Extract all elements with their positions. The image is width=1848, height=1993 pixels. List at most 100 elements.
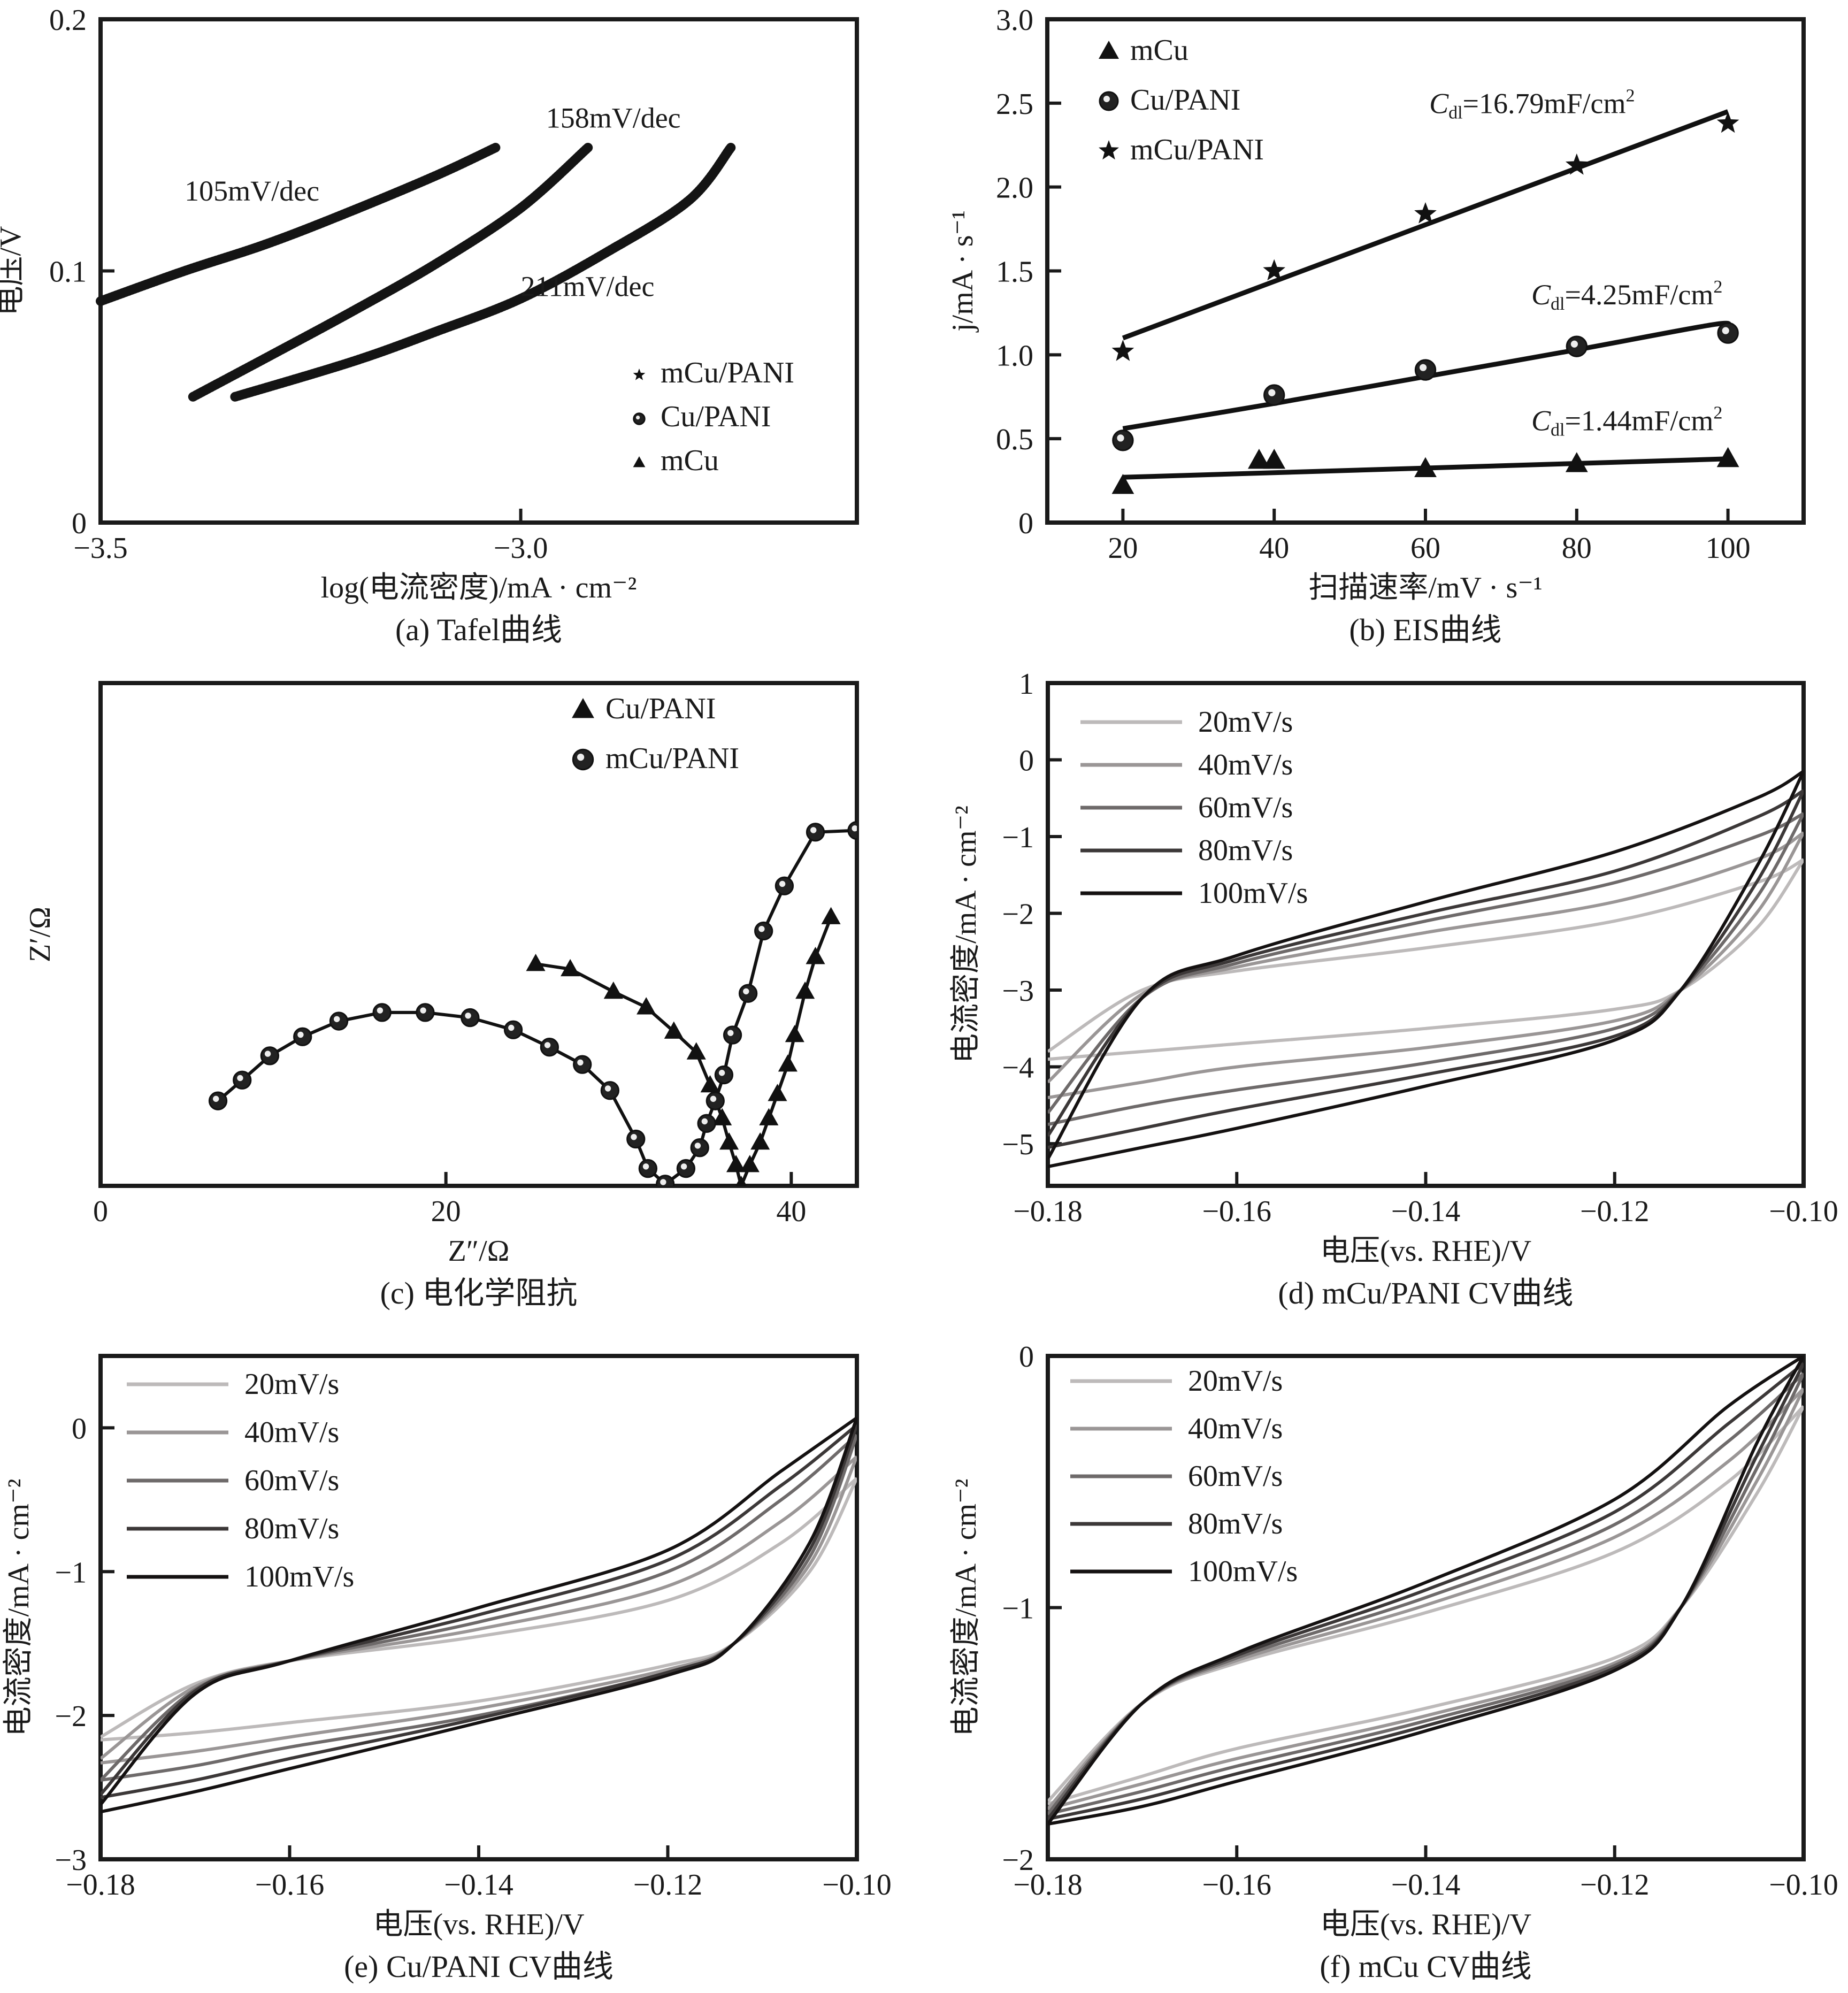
data-point-circle-highlight	[631, 1133, 637, 1140]
cv-lower-branch-100mV-s	[1048, 1356, 1804, 1826]
data-point-circle-highlight	[701, 1118, 708, 1125]
legend-label: 80mV/s	[244, 1512, 339, 1545]
data-point-triangle	[740, 1155, 760, 1172]
y-axis-label: 电流密度/mA · cm⁻²	[949, 806, 983, 1063]
cv-lower-branch-100mV-s	[101, 1417, 857, 1814]
data-point-triangle	[1414, 457, 1437, 478]
cv-lower-branch-80mV-s	[1048, 1362, 1804, 1821]
cv-upper-branch-80mV-s	[101, 1423, 857, 1796]
cdl-value: =16.79mF/cm	[1463, 88, 1626, 120]
data-point-circle-highlight	[577, 1059, 584, 1066]
plot-area	[1048, 1356, 1804, 1826]
data-point-triangle	[768, 1084, 787, 1101]
data-point-triangle	[719, 1132, 739, 1150]
cv-lower-branch-60mV-s	[1048, 812, 1804, 1126]
x-tick-label: −0.12	[1580, 1868, 1650, 1902]
cdl-symbol: C	[1531, 279, 1551, 311]
y-tick-label: −2	[1002, 1844, 1034, 1877]
data-point-circle-highlight	[660, 1179, 666, 1185]
legend-label: 20mV/s	[244, 1368, 339, 1401]
data-point-circle-highlight	[508, 1024, 515, 1031]
data-point-triangle	[778, 1054, 798, 1072]
x-tick-label: 40	[1259, 532, 1289, 565]
cv-lower-branch-100mV-s	[1048, 770, 1804, 1169]
cv-upper-branch-60mV-s	[1048, 812, 1804, 1114]
legend-label: 20mV/s	[1188, 1365, 1283, 1398]
data-point-triangle	[603, 981, 623, 999]
data-point-triangle	[1565, 452, 1588, 472]
cdl-symbol: C	[1531, 404, 1551, 436]
data-point-circle-highlight	[1117, 434, 1124, 442]
x-tick-label: −0.14	[1391, 1868, 1461, 1902]
x-axis-label: 电压(vs. RHE)/V	[1320, 1908, 1531, 1941]
plot-frame	[1046, 681, 1806, 1188]
data-point-circle-highlight	[779, 880, 786, 887]
data-point-circle-highlight	[1570, 340, 1578, 348]
data-point-triangle	[526, 954, 546, 971]
x-axis-label: Z″/Ω	[448, 1235, 510, 1268]
panel-caption: (c) 电化学阻抗	[380, 1276, 578, 1310]
legend-label: mCu	[661, 444, 719, 477]
cv-lower-branch-80mV-s	[1048, 789, 1804, 1149]
data-point-circle-highlight	[264, 1051, 271, 1057]
y-tick-label: 2.5	[996, 88, 1033, 121]
legend-label: 60mV/s	[1198, 791, 1293, 824]
y-axis-label: Z′/Ω	[24, 907, 57, 962]
legend-label: Cu/PANI	[605, 692, 716, 725]
x-tick-label: −0.16	[1202, 1868, 1271, 1902]
legend-label: mCu/PANI	[605, 742, 739, 775]
cv-lower-branch-40mV-s	[1048, 832, 1804, 1099]
y-tick-label: 0	[1019, 1340, 1034, 1374]
panel-f-mcu-cv: −0.18 −0.16 −0.14 −0.12 −0.10 0 −1 −2 电压(vs. RHE…	[949, 1340, 1838, 1984]
cdl-value: =4.25mF/cm	[1565, 279, 1713, 311]
cv-upper-branch-100mV-s	[1048, 1356, 1804, 1825]
cdl-superscript: 2	[1713, 277, 1722, 297]
data-point-star	[1414, 202, 1437, 224]
cv-lower-branch-40mV-s	[1048, 1388, 1804, 1811]
panel-caption: (b) EIS曲线	[1349, 612, 1501, 647]
data-point-star	[1716, 111, 1739, 133]
y-tick-label: 1.0	[996, 339, 1033, 372]
data-point-triangle	[1248, 448, 1270, 469]
cdl-annotation: Cdl=16.79mF/cm2	[1429, 86, 1635, 123]
x-tick-label: −0.14	[1391, 1195, 1461, 1228]
cv-upper-branch-40mV-s	[1048, 831, 1804, 1084]
cv-upper-branch-40mV-s	[101, 1455, 857, 1760]
x-tick-label: −0.16	[255, 1868, 325, 1902]
panel-caption: (a) Tafel曲线	[395, 612, 562, 647]
y-tick-label: −1	[55, 1556, 87, 1589]
x-tick-label: −3.0	[494, 532, 548, 565]
data-point-circle-highlight	[1420, 364, 1427, 371]
cdl-subscript: dl	[1551, 420, 1565, 440]
plot-frame	[98, 17, 859, 525]
x-tick-label: −0.14	[444, 1868, 513, 1902]
data-point-triangle	[1716, 447, 1739, 467]
y-tick-label: −1	[1002, 821, 1034, 854]
y-tick-label: 0	[1018, 507, 1033, 540]
series-line-mcu-pani	[217, 829, 857, 1186]
x-tick-label: 100	[1706, 532, 1751, 565]
data-point-circle-highlight	[743, 988, 749, 995]
data-point-triangle	[712, 1108, 732, 1125]
y-tick-label: 0.1	[49, 256, 87, 289]
y-tick-label: −3	[55, 1844, 87, 1877]
y-tick-label: −3	[1002, 975, 1034, 1008]
x-tick-label: 80	[1562, 532, 1592, 565]
y-tick-label: 0	[72, 1412, 87, 1445]
data-point-circle-highlight	[710, 1095, 717, 1102]
legend-label: 80mV/s	[1198, 834, 1293, 867]
cv-lower-branch-80mV-s	[101, 1424, 857, 1799]
y-tick-label: 0.2	[49, 4, 87, 37]
x-tick-label: −3.5	[73, 532, 128, 565]
cdl-annotation: Cdl=1.44mF/cm2	[1531, 403, 1722, 440]
data-point-triangle	[735, 1176, 747, 1186]
y-tick-label: 1.5	[996, 256, 1033, 289]
data-point-triangle	[686, 1042, 706, 1060]
data-point-triangle	[561, 959, 580, 977]
legend-label: Cu/PANI	[1130, 83, 1240, 117]
data-point-triangle	[806, 947, 825, 964]
data-point-circle-highlight	[852, 825, 857, 832]
y-tick-label: 3.0	[996, 4, 1033, 37]
plot-area	[101, 1416, 857, 1814]
